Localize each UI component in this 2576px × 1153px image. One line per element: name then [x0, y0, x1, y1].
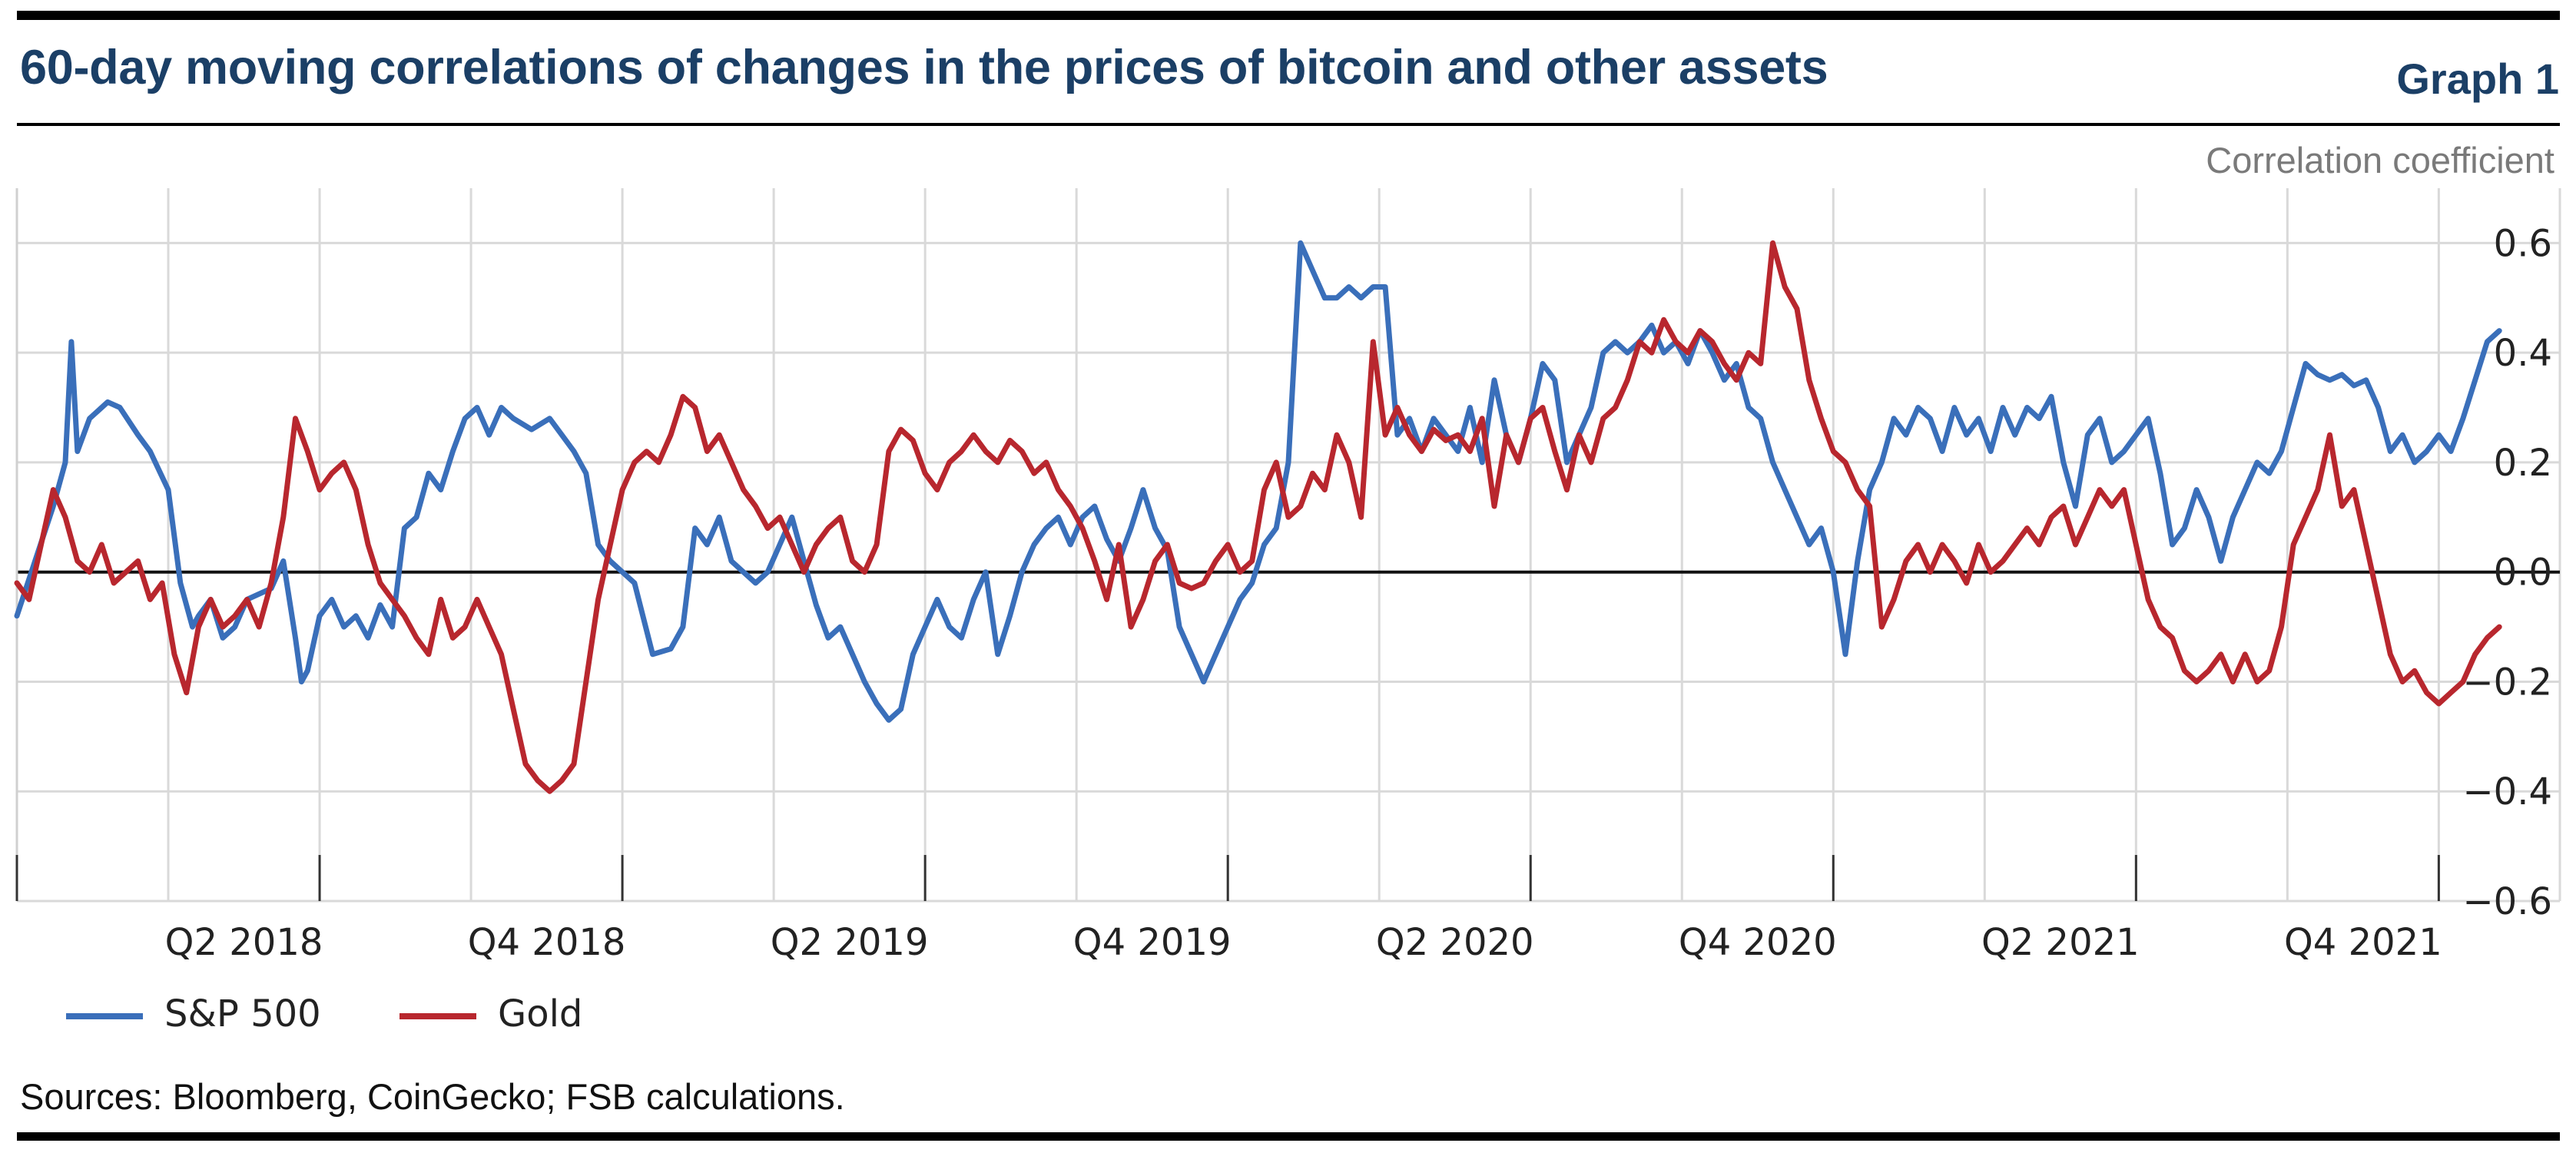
y-tick-label: 0.2 — [2494, 442, 2552, 485]
legend-label-sp500: S&P 500 — [164, 992, 321, 1035]
y-tick-label: −0.2 — [2462, 661, 2552, 704]
x-tick-label: Q2 2018 — [165, 921, 323, 964]
series-line-gold — [14, 240, 2502, 794]
y-tick-labels: 0.6 0.4 0.2 0.0 −0.2 −0.4 −0.6 — [2462, 222, 2552, 923]
x-tick-label: Q4 2021 — [2284, 921, 2442, 964]
legend-swatch-sp500 — [66, 1013, 143, 1019]
series-line-sp500 — [14, 240, 2502, 723]
x-tick-label: Q2 2019 — [771, 921, 929, 964]
y-tick-label: 0.6 — [2494, 222, 2552, 265]
y-tick-label: −0.6 — [2462, 880, 2552, 923]
top-rule — [17, 11, 2560, 20]
chart-title: 60-day moving correlations of changes in… — [20, 41, 1828, 94]
x-tick-label: Q4 2018 — [468, 921, 626, 964]
legend-label-gold: Gold — [498, 992, 583, 1035]
bottom-rule — [17, 1132, 2560, 1141]
x-tick-label: Q2 2020 — [1376, 921, 1534, 964]
sources-note: Sources: Bloomberg, CoinGecko; FSB calcu… — [20, 1076, 845, 1117]
chart-series — [14, 240, 2502, 794]
y-tick-label: 0.4 — [2494, 332, 2552, 375]
y-tick-label: −0.4 — [2462, 770, 2552, 813]
chart-grid — [15, 188, 2561, 903]
legend-swatch-gold — [399, 1013, 476, 1019]
x-tick-label: Q4 2020 — [1679, 921, 1837, 964]
legend-item-gold: Gold — [399, 992, 582, 1035]
title-rule — [17, 123, 2560, 126]
graph-number: Graph 1 — [2396, 55, 2559, 103]
x-tick-labels: Q2 2018 Q4 2018 Q2 2019 Q4 2019 Q2 2020 Q4 20… — [165, 921, 2442, 964]
y-axis-unit-label: Correlation coefficient — [2206, 140, 2554, 181]
y-tick-label: 0.0 — [2494, 552, 2552, 595]
x-tick-label: Q4 2019 — [1073, 921, 1232, 964]
x-tick-label: Q2 2021 — [1981, 921, 2140, 964]
legend-item-sp500: S&P 500 — [66, 992, 321, 1035]
